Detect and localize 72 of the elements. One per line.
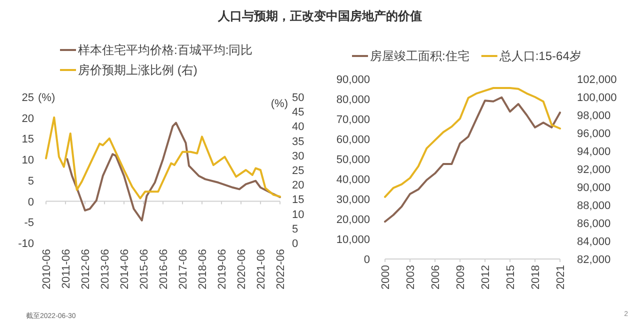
y-tick-label: 90,000 (336, 74, 370, 86)
y2-tick-label: 10 (292, 208, 304, 221)
y2-tick-label: 15 (292, 194, 304, 206)
x-tick-label: 2000 (380, 265, 392, 290)
x-tick-label: 2010-06 (41, 249, 53, 290)
x-tick-label: 2021 (555, 265, 567, 290)
y2-tick-label: 90,000 (577, 182, 611, 194)
x-tick-label: 2014-06 (119, 249, 131, 290)
x-tick-label: 2006 (430, 265, 442, 290)
x-tick-label: 2021-06 (256, 249, 268, 290)
y-tick-label: 20,000 (336, 214, 370, 226)
y2-tick-label: 96,000 (577, 128, 611, 140)
x-tick-label: 2012 (480, 265, 492, 290)
y2-tick-label: 84,000 (577, 236, 611, 248)
x-tick-label: 2018-06 (197, 249, 209, 290)
y2-tick-label: 30 (292, 150, 304, 162)
y2-tick-label: 25 (292, 165, 304, 177)
x-tick-label: 2011-06 (60, 249, 72, 289)
y2-axis-title: (%) (270, 98, 288, 110)
y-tick-label: 40,000 (336, 174, 370, 186)
y2-tick-label: 50 (292, 92, 304, 104)
y2-tick-label: 20 (292, 180, 304, 192)
line-series (384, 87, 561, 198)
y2-tick-label: 5 (292, 223, 298, 236)
y-tick-label: 60,000 (336, 134, 370, 146)
line-series (45, 116, 281, 200)
y-tick-label: 0 (364, 254, 370, 266)
x-tick-label: 2015-06 (138, 249, 150, 290)
x-tick-label: 2013-06 (100, 249, 112, 290)
y-tick-label: 20 (22, 112, 34, 125)
legend-label: 总人口:15-64岁 (498, 49, 582, 63)
y-tick-label: 5 (28, 175, 34, 188)
y2-tick-label: 94,000 (577, 146, 611, 158)
x-tick-label: 2012-06 (80, 249, 92, 290)
y2-tick-label: 88,000 (577, 200, 611, 212)
x-tick-label: 2015 (505, 265, 517, 290)
y-tick-label: 50,000 (336, 154, 370, 166)
y-tick-label: 70,000 (336, 114, 370, 126)
y2-tick-label: 92,000 (577, 164, 611, 176)
y-axis-title: (%) (38, 92, 56, 104)
y-tick-label: 10,000 (336, 234, 370, 246)
x-tick-label: 2003 (405, 265, 417, 290)
y2-tick-label: 45 (292, 106, 304, 119)
legend-label: 房价预期上涨比例 (右) (78, 63, 198, 77)
y-tick-label: 0 (28, 196, 34, 208)
y-tick-label: 30,000 (336, 194, 370, 206)
y-tick-label: -10 (18, 238, 34, 250)
x-tick-label: 2009 (455, 265, 467, 290)
x-tick-label: 2018 (530, 265, 542, 290)
y2-tick-label: 98,000 (577, 110, 611, 122)
y-tick-label: 80,000 (336, 94, 370, 106)
text: 人口与预期，正改变中国房地产的价值 (217, 9, 422, 23)
y-tick-label: 25 (22, 92, 34, 104)
x-tick-label: 2019-06 (216, 249, 228, 290)
y2-tick-label: 0 (292, 238, 298, 250)
y2-tick-label: 40 (292, 121, 304, 134)
y2-tick-label: 82,000 (577, 254, 611, 266)
legend-label: 房屋竣工面积:住宅 (370, 49, 470, 63)
y2-tick-label: 35 (292, 136, 304, 148)
x-tick-label: 2016-06 (158, 249, 170, 290)
x-tick-label: 2022-06 (275, 249, 287, 290)
y2-tick-label: 86,000 (577, 218, 611, 230)
y-tick-label: 15 (22, 134, 34, 146)
x-tick-label: 2020-06 (236, 249, 248, 290)
legend-label: 样本住宅平均价格:百城平均:同比 (78, 43, 253, 57)
y-tick-label: 10 (22, 154, 34, 167)
line-series (66, 122, 281, 222)
y2-tick-label: 102,000 (577, 74, 617, 86)
y2-tick-label: 100,000 (577, 92, 617, 104)
x-tick-label: 2017-06 (178, 249, 190, 290)
y-tick-label: -5 (24, 217, 34, 230)
line-series (384, 96, 561, 223)
